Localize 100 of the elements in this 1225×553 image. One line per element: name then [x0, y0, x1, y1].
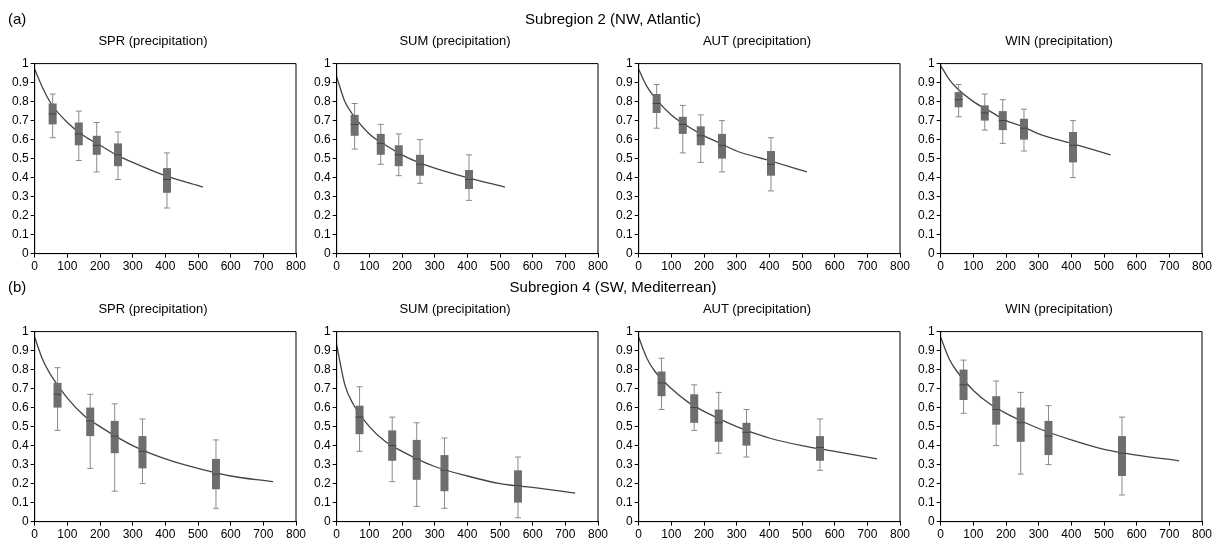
y-tick-label: 0.2: [313, 475, 331, 490]
chart-title: WIN (precipitation): [1005, 301, 1113, 317]
y-tick-label: 0.5: [313, 418, 331, 433]
x-tick-label: 600: [522, 527, 543, 542]
x-tick-label: 0: [937, 259, 945, 274]
x-tick-label: 200: [694, 527, 715, 542]
y-tick-label: 0.1: [11, 494, 29, 509]
line-series: [940, 64, 1112, 156]
y-tick-label: 0.8: [313, 93, 331, 108]
x-tick-label: 500: [1093, 259, 1115, 274]
y-tick-label: 0.9: [917, 342, 935, 357]
x-tick-label: 100: [661, 527, 682, 542]
x-tick-label: 500: [791, 527, 813, 542]
text: (a): [8, 10, 27, 27]
line-series: [34, 68, 204, 188]
x-tick-label: 0: [333, 259, 341, 274]
y-tick-label: 0: [927, 513, 935, 528]
y-tick-label: 0.7: [615, 112, 633, 127]
y-tick-label: 0.1: [917, 494, 935, 509]
y-tick-label: 1: [21, 55, 29, 70]
x-tick-label: 700: [857, 527, 878, 542]
y-tick-label: 0.7: [917, 112, 935, 127]
x-tick-label: 400: [1061, 259, 1082, 274]
y-tick-label: 1: [927, 55, 935, 70]
x-tick-label: 300: [1028, 259, 1050, 274]
chart-title: AUT (precipitation): [702, 301, 812, 317]
y-tick-label: 0: [323, 513, 331, 528]
x-tick-label: 400: [457, 527, 478, 542]
y-tick-label: 0.2: [615, 207, 633, 222]
x-tick-label: 800: [285, 259, 307, 274]
y-tick-label: 0.6: [615, 399, 633, 414]
x-tick-label: 800: [1191, 527, 1213, 542]
y-tick-label: 0.1: [917, 226, 935, 241]
x-tick-label: 700: [555, 259, 576, 274]
text: Subregion 4 (SW, Mediterrean): [509, 278, 717, 295]
y-tick-label: 0.5: [313, 150, 331, 165]
y-tick-label: 0.7: [313, 112, 331, 127]
y-tick-label: 0.6: [917, 399, 935, 414]
x-tick-label: 200: [996, 259, 1017, 274]
y-tick-label: 0.6: [917, 131, 935, 146]
y-tick-label: 0.2: [917, 475, 935, 490]
y-tick-label: 0.8: [917, 361, 935, 376]
x-tick-label: 800: [587, 259, 609, 274]
y-tick-label: 0.8: [917, 93, 935, 108]
x-tick-label: 400: [155, 259, 176, 274]
x-tick-label: 600: [220, 527, 241, 542]
y-tick-label: 0.6: [11, 131, 29, 146]
x-tick-label: 200: [90, 259, 111, 274]
x-tick-label: 400: [1061, 527, 1082, 542]
x-tick-label: 700: [555, 527, 576, 542]
y-tick-label: 0: [21, 513, 29, 528]
y-tick-label: 0.3: [917, 188, 935, 203]
y-tick-label: 0.1: [11, 226, 29, 241]
y-tick-label: 0.8: [11, 361, 29, 376]
x-tick-label: 200: [90, 527, 111, 542]
x-tick-label: 200: [996, 527, 1017, 542]
y-tick-label: 1: [323, 55, 331, 70]
y-tick-label: 0.7: [615, 380, 633, 395]
x-tick-label: 0: [31, 259, 39, 274]
x-tick-label: 600: [1126, 527, 1147, 542]
y-tick-label: 0.3: [615, 188, 633, 203]
x-tick-label: 100: [963, 527, 984, 542]
y-tick-label: 0.9: [11, 342, 29, 357]
x-tick-label: 200: [392, 527, 413, 542]
y-tick-label: 0.4: [615, 169, 633, 184]
y-tick-label: 1: [927, 323, 935, 338]
x-tick-label: 700: [253, 527, 274, 542]
y-tick-label: 0.4: [11, 437, 29, 452]
y-tick-label: 0.1: [313, 494, 331, 509]
y-tick-label: 0.9: [615, 74, 633, 89]
x-tick-label: 300: [424, 259, 446, 274]
y-tick-label: 1: [21, 323, 29, 338]
y-tick-label: 0.4: [313, 169, 331, 184]
y-tick-label: 0.7: [313, 380, 331, 395]
y-tick-label: 0.4: [11, 169, 29, 184]
x-tick-label: 0: [635, 259, 643, 274]
x-tick-label: 100: [57, 259, 78, 274]
x-tick-label: 700: [253, 259, 274, 274]
x-tick-label: 500: [489, 259, 511, 274]
y-tick-label: 0.3: [917, 456, 935, 471]
y-tick-label: 0.1: [615, 494, 633, 509]
chart-title: SPR (precipitation): [98, 33, 208, 49]
x-tick-label: 100: [359, 527, 380, 542]
y-tick-label: 0.8: [615, 93, 633, 108]
x-tick-label: 600: [220, 259, 241, 274]
x-tick-label: 300: [726, 527, 748, 542]
y-tick-label: 0.9: [11, 74, 29, 89]
y-tick-label: 0.2: [11, 475, 29, 490]
text: Subregion 2 (NW, Atlantic): [525, 10, 701, 27]
y-tick-label: 0.6: [313, 131, 331, 146]
x-tick-label: 500: [1093, 527, 1115, 542]
y-tick-label: 0.9: [313, 74, 331, 89]
y-tick-label: 0.2: [11, 207, 29, 222]
y-tick-label: 0.9: [917, 74, 935, 89]
x-tick-label: 300: [122, 527, 144, 542]
text: (b): [8, 278, 27, 295]
line-series: [638, 336, 878, 460]
x-tick-label: 300: [424, 527, 446, 542]
y-tick-label: 0.1: [615, 226, 633, 241]
x-tick-label: 300: [726, 259, 748, 274]
